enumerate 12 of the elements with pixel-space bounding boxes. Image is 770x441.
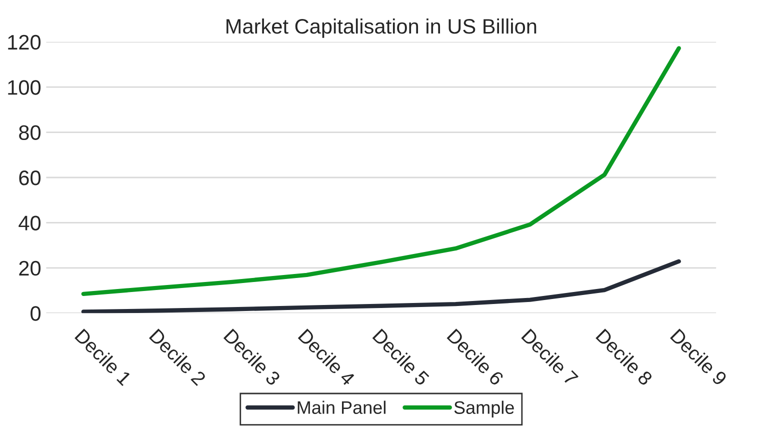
line-series (81, 259, 681, 314)
y-tick-label: 80 (19, 125, 41, 140)
y-tick-label: 100 (8, 80, 41, 95)
y-tick-label: 120 (8, 34, 41, 50)
legend-label: Main Panel (298, 400, 386, 414)
y-tick-label: 0 (30, 306, 41, 321)
y-tick-label: 20 (19, 260, 41, 276)
legend-label: Sample (454, 400, 514, 418)
y-tick-label: 40 (18, 216, 41, 230)
line-series (81, 46, 681, 296)
y-tick-label: 60 (19, 170, 41, 186)
chart-title: Market Capitalisation in US Billion (226, 18, 536, 38)
